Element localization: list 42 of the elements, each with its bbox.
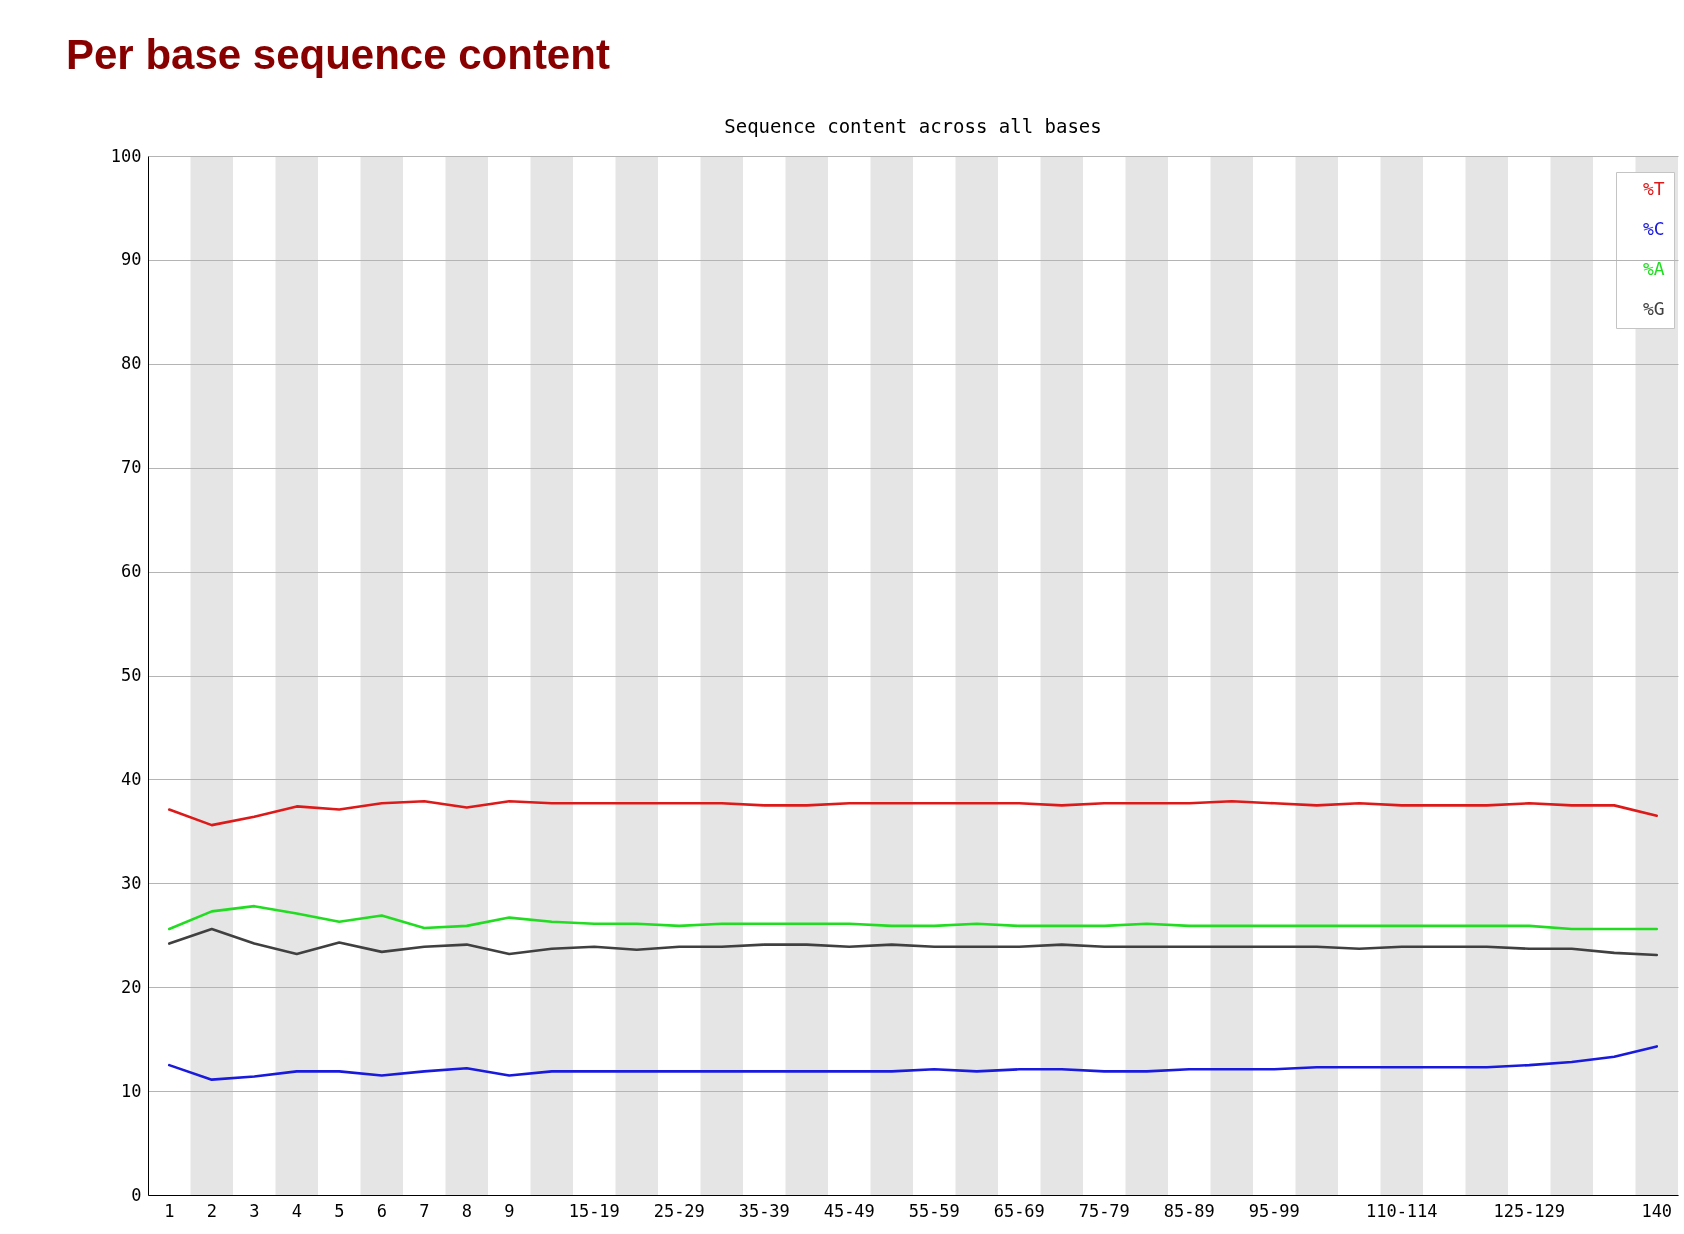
text: %T: [1643, 178, 1665, 199]
x-tick-label: 75-79: [1078, 1200, 1130, 1221]
line-series: [167, 904, 1659, 931]
x-tick-label: 110-114: [1365, 1200, 1438, 1221]
y-tick-label: 40: [121, 768, 142, 789]
x-tick-label: 45-49: [823, 1200, 875, 1221]
line-series: [167, 1045, 1659, 1081]
x-tick-label: 25-29: [653, 1200, 705, 1221]
x-tick-label: 140: [1641, 1200, 1673, 1221]
x-tick-label: 125-129: [1493, 1200, 1566, 1221]
text: %G: [1643, 298, 1665, 319]
x-tick-label: 35-39: [738, 1200, 790, 1221]
y-tick-label: 60: [121, 561, 142, 582]
text: %C: [1643, 218, 1665, 239]
y-tick-label: 50: [121, 665, 142, 685]
y-tick-label: 90: [121, 249, 142, 270]
y-tick-label: 0: [131, 1184, 142, 1205]
chart-title: Per base sequence content: [66, 31, 610, 78]
x-tick-label: 5: [334, 1200, 345, 1221]
x-tick-label: 2: [206, 1200, 217, 1221]
x-tick-label: 6: [376, 1200, 387, 1221]
x-tick-label: 7: [419, 1200, 430, 1221]
x-tick-label: 85-89: [1163, 1200, 1215, 1221]
y-tick-label: 80: [121, 353, 142, 374]
line-series: [167, 799, 1659, 827]
x-tick-label: 1: [164, 1200, 175, 1221]
x-tick-label: 9: [504, 1200, 515, 1221]
x-tick-label: 55-59: [908, 1200, 960, 1221]
x-tick-label: 4: [291, 1200, 302, 1221]
y-tick-label: 100: [110, 145, 142, 166]
x-tick-label: 65-69: [993, 1200, 1045, 1221]
x-tick-label: 3: [249, 1200, 260, 1221]
chart-subtitle: Sequence content across all bases: [724, 115, 1102, 137]
y-tick-label: 70: [121, 457, 142, 478]
y-tick-label: 10: [121, 1080, 142, 1101]
x-tick-label: 15-19: [568, 1200, 620, 1221]
y-tick-label: 30: [121, 872, 142, 893]
line-series: [167, 927, 1659, 957]
x-tick-label: 95-99: [1248, 1200, 1300, 1221]
x-tick-label: 8: [461, 1200, 472, 1221]
text: %A: [1643, 258, 1665, 279]
y-tick-label: 20: [121, 976, 142, 997]
